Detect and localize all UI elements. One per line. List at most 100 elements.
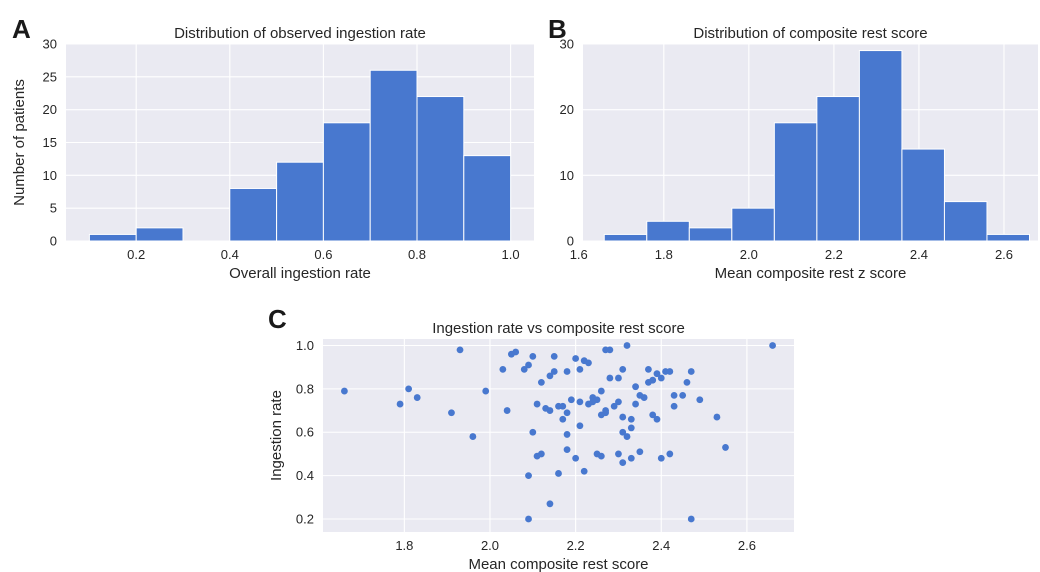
histogram-bar — [943, 201, 988, 242]
scatter-point — [623, 433, 631, 440]
scatter-point — [769, 342, 776, 349]
y-tick-label: 20 — [43, 102, 57, 117]
scatter-point — [666, 450, 674, 458]
scatter-point — [615, 374, 622, 382]
histogram-bar — [369, 69, 418, 242]
scatter-point — [529, 428, 537, 436]
histogram-bar — [816, 96, 860, 242]
scatter-point — [623, 342, 631, 349]
scatter-point — [550, 352, 558, 360]
scatter-point — [572, 355, 580, 362]
scatter-point — [559, 402, 567, 410]
scatter-point — [619, 365, 627, 373]
scatter-point — [546, 372, 554, 380]
histogram-bar — [463, 155, 512, 242]
scatter-point — [546, 500, 554, 508]
histogram-bar — [901, 148, 945, 242]
scatter-point — [572, 454, 580, 462]
scatter-point — [512, 348, 520, 356]
scatter-point — [533, 400, 541, 408]
y-tick-label: 30 — [43, 37, 57, 52]
scatter-point — [546, 407, 554, 414]
scatter-point — [687, 515, 695, 523]
y-tick-label: 10 — [43, 168, 57, 183]
scatter-point — [525, 361, 532, 369]
x-tick-label: 2.0 — [740, 247, 758, 262]
scatter-point — [525, 515, 532, 523]
histogram-bar — [773, 122, 818, 242]
scatter-point — [653, 370, 661, 378]
x-tick-label: 2.0 — [481, 538, 499, 553]
scatter-point — [499, 365, 507, 373]
y-tick-label: 0.4 — [296, 468, 314, 483]
scatter-point — [537, 450, 545, 458]
scatter-point — [585, 359, 592, 367]
scatter-point — [722, 444, 729, 451]
scatter-point — [537, 378, 545, 386]
x-tick-label: 2.2 — [567, 538, 585, 553]
y-tick-label: 5 — [50, 201, 57, 216]
scatter-point — [615, 450, 622, 458]
scatter-point — [503, 407, 511, 414]
scatter-point — [341, 387, 348, 395]
scatter-point — [559, 415, 567, 423]
histogram-bar — [416, 96, 465, 242]
scatter-point — [602, 409, 609, 417]
y-tick-label: 0.8 — [296, 381, 314, 396]
scatter-point — [520, 365, 528, 373]
y-tick-label: 1.0 — [296, 338, 314, 353]
scatter-point — [529, 352, 537, 360]
scatter-point — [567, 396, 575, 404]
panel-letter: B — [548, 14, 567, 44]
scatter-point — [653, 415, 661, 423]
histogram-bar — [731, 207, 775, 242]
y-tick-label: 30 — [560, 37, 574, 52]
scatter-point — [615, 398, 622, 406]
y-axis-label: Number of patients — [11, 79, 28, 206]
scatter-point — [649, 411, 657, 419]
scatter-point — [580, 467, 588, 475]
scatter-point — [555, 470, 562, 477]
y-tick-label: 0 — [50, 234, 57, 249]
chart-title: Ingestion rate vs composite rest score — [432, 320, 685, 337]
x-tick-label: 2.4 — [910, 247, 928, 262]
scatter-point — [576, 398, 584, 406]
scatter-point — [632, 383, 639, 391]
scatter-point — [597, 452, 605, 460]
scatter-point — [593, 396, 601, 404]
y-tick-label: 20 — [560, 102, 574, 117]
scatter-point — [413, 394, 421, 401]
y-tick-label: 15 — [43, 135, 57, 150]
x-tick-label: 1.6 — [570, 247, 588, 262]
scatter-point — [657, 374, 665, 382]
scatter-point — [670, 402, 678, 410]
scatter-point — [405, 385, 413, 393]
scatter-point — [645, 365, 652, 373]
x-tick-label: 2.2 — [825, 247, 843, 262]
scatter-point — [576, 365, 584, 373]
scatter-point — [563, 446, 571, 453]
scatter-point — [649, 376, 657, 384]
scatter-point — [550, 368, 558, 375]
scatter-point — [576, 422, 584, 430]
x-tick-label: 0.6 — [314, 247, 332, 262]
scatter-point — [687, 368, 695, 375]
scatter-point — [657, 454, 665, 462]
scatter-point — [448, 409, 455, 417]
histogram-bar — [986, 233, 1030, 242]
scatter-point — [666, 368, 674, 375]
scatter-point — [627, 454, 635, 462]
scatter-point — [597, 387, 605, 395]
x-tick-label: 1.8 — [655, 247, 673, 262]
scatter-point — [713, 413, 721, 421]
histogram-bar — [688, 227, 733, 242]
x-tick-label: 2.6 — [738, 538, 756, 553]
histogram-bar — [646, 220, 690, 242]
histogram-bar — [858, 50, 903, 242]
scatter-point — [606, 374, 614, 382]
y-tick-label: 25 — [43, 69, 57, 84]
histogram-bar — [276, 161, 324, 242]
y-tick-label: 0.6 — [296, 425, 314, 440]
